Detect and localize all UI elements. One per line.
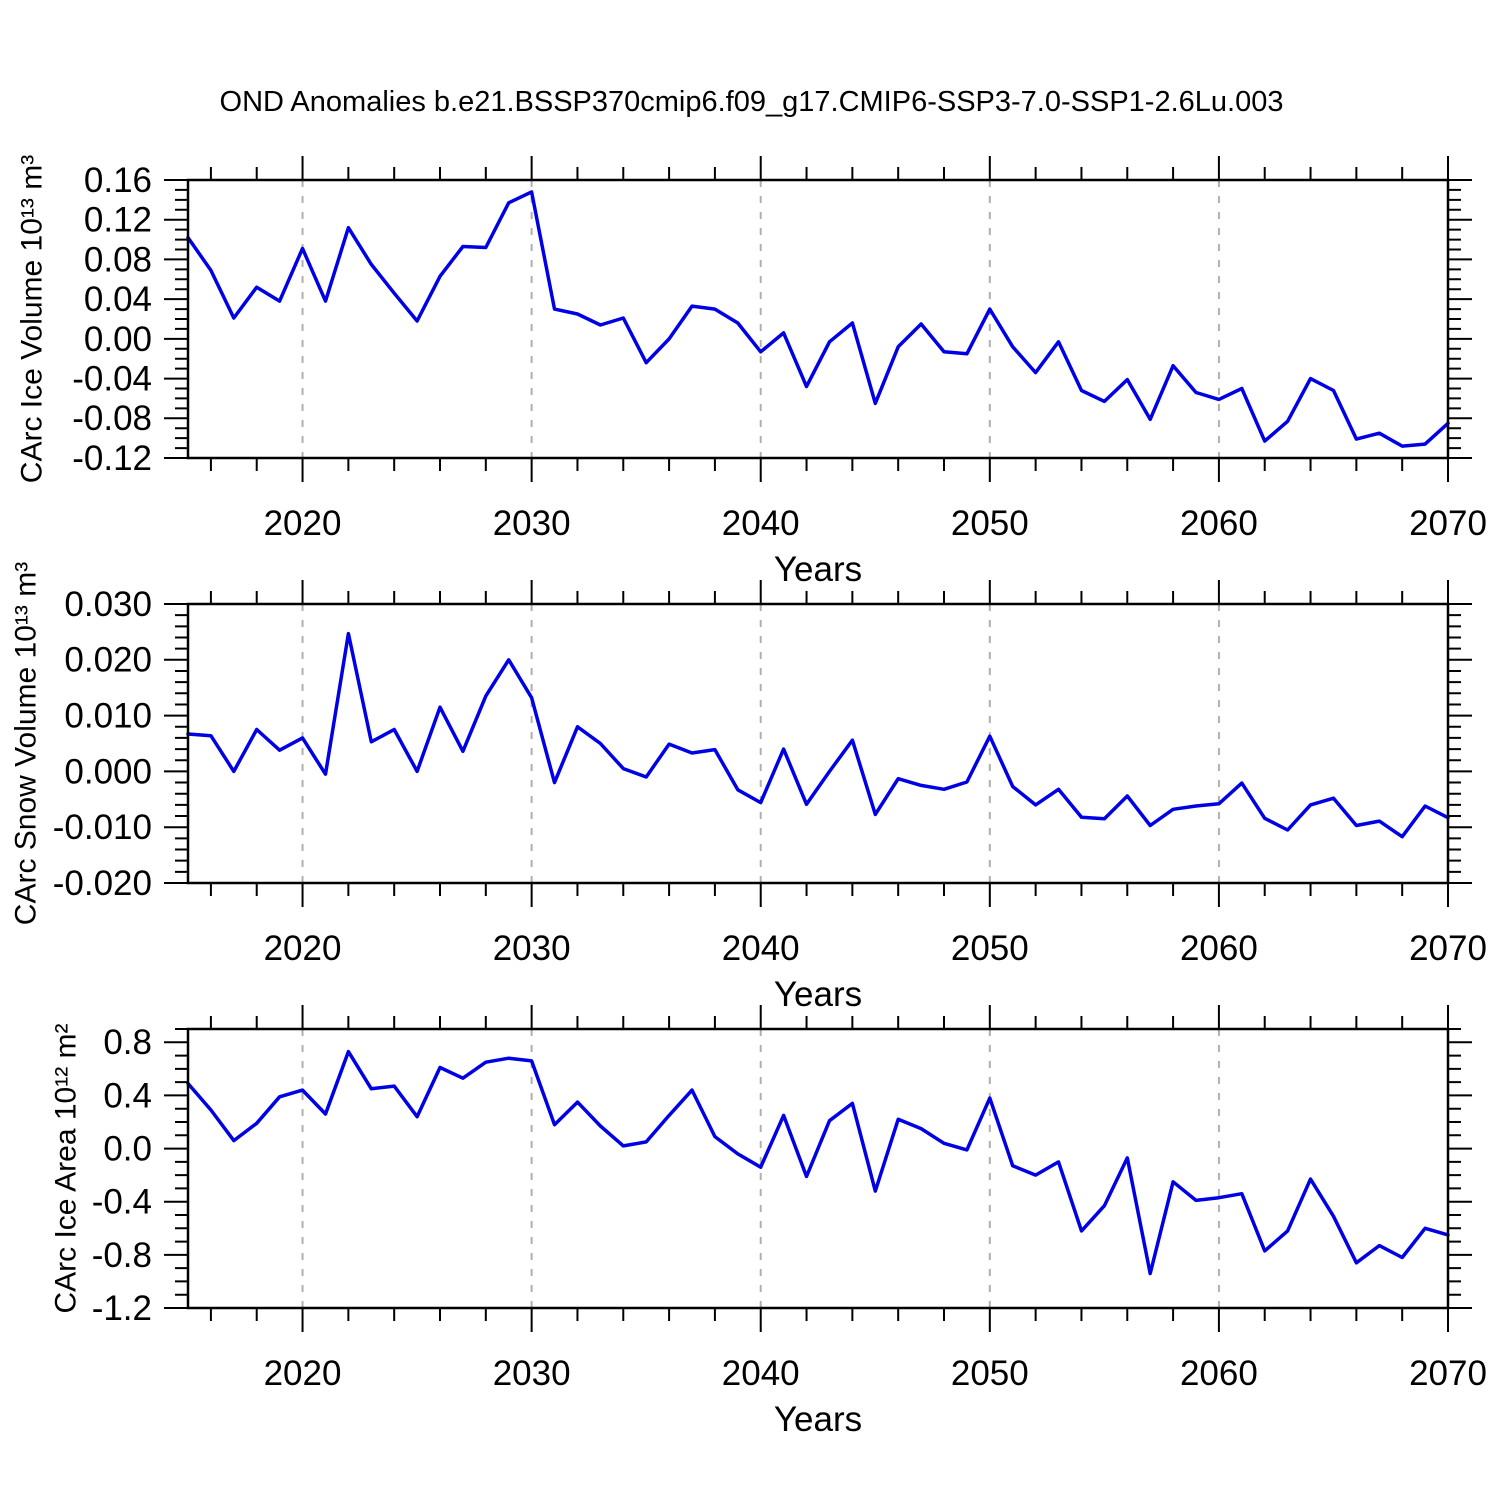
x-axis-title: Years: [774, 550, 862, 589]
y-tick-label: 0.00: [84, 320, 152, 359]
x-tick-label: 2020: [264, 1354, 342, 1393]
y-tick-label: 0.08: [84, 240, 152, 279]
axis-ticks: [164, 580, 1472, 907]
y-axis-title: CArc Snow Volume 10¹³ m³: [10, 562, 43, 925]
y-tick-label: 0.000: [64, 752, 152, 791]
x-axis-title: Years: [774, 975, 862, 1014]
x-tick-label: 2070: [1409, 504, 1487, 543]
x-tick-label: 2070: [1409, 929, 1487, 968]
y-tick-label: -0.010: [53, 808, 152, 847]
y-axis-title: CArc Ice Volume 10¹³ m³: [16, 155, 49, 483]
panel-ice-volume: 0.160.120.080.040.00-0.04-0.08-0.12 2020 2…: [16, 155, 1487, 589]
x-tick-label: 2040: [722, 504, 800, 543]
y-tick-label: 0.0: [103, 1129, 152, 1168]
x-tick-label: 2060: [1180, 1354, 1258, 1393]
y-tick-label: 0.8: [103, 1023, 152, 1062]
panel-ice-area: 0.8 0.4 0.0 -0.4 -0.8 -1.2 2020 2030 2040 2050 206…: [50, 1005, 1487, 1439]
panel-frame: [186, 1027, 1450, 1310]
x-tick-label: 2050: [951, 504, 1029, 543]
panel-frame: [186, 602, 1450, 885]
page-title: OND Anomalies b.e21.BSSP370cmip6.f09_g17…: [219, 86, 1284, 118]
x-tick-label: 2050: [951, 1354, 1029, 1393]
y-tick-label: 0.04: [84, 280, 152, 319]
x-tick-label: 2040: [722, 929, 800, 968]
x-tick-label: 2020: [264, 504, 342, 543]
y-tick-label: -1.2: [92, 1289, 152, 1328]
y-tick-label: -0.4: [92, 1183, 152, 1222]
x-tick-label: 2040: [722, 1354, 800, 1393]
x-tick-label: 2070: [1409, 1354, 1487, 1393]
panel-frame: [186, 178, 1450, 460]
y-tick-label: 0.020: [64, 641, 152, 680]
axis-ticks: [164, 156, 1472, 482]
y-tick-label: 0.010: [64, 697, 152, 736]
x-tick-label: 2030: [493, 1354, 571, 1393]
y-tick-label: 0.030: [64, 585, 152, 624]
x-tick-label: 2050: [951, 929, 1029, 968]
y-tick-label: -0.12: [72, 439, 152, 478]
y-tick-label: 0.12: [84, 201, 152, 240]
x-tick-label: 2060: [1180, 504, 1258, 543]
x-axis-title: Years: [774, 1400, 862, 1439]
ice-volume-line: [186, 190, 1450, 448]
panel-snow-volume: 0.030 0.020 0.010 0.000 -0.010 -0.020 2020 2030…: [10, 562, 1487, 1014]
x-tick-label: 2060: [1180, 929, 1258, 968]
y-tick-label: 0.16: [84, 161, 152, 200]
y-tick-label: -0.8: [92, 1236, 152, 1275]
x-tick-label: 2030: [493, 504, 571, 543]
snow-volume-line: [186, 631, 1450, 839]
y-tick-label: -0.020: [53, 864, 152, 903]
ice-area-line: [186, 1049, 1450, 1276]
x-tick-label: 2030: [493, 929, 571, 968]
y-tick-label: -0.04: [72, 359, 152, 398]
y-tick-label: 0.4: [103, 1076, 152, 1115]
axis-ticks: [164, 1005, 1472, 1332]
y-axis-title: CArc Ice Area 10¹² m²: [50, 1023, 83, 1313]
y-tick-label: -0.08: [72, 399, 152, 438]
x-tick-label: 2020: [264, 929, 342, 968]
